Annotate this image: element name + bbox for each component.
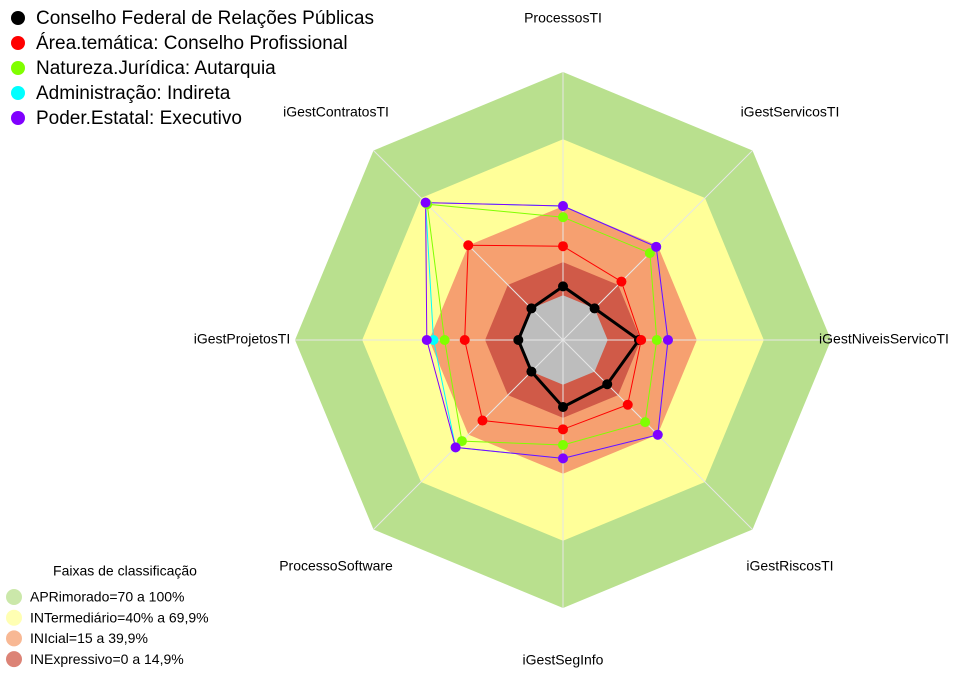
data-point [558, 402, 568, 412]
axis-label: ProcessosTI [524, 10, 602, 26]
band-legend-marker [6, 630, 22, 647]
data-point [589, 303, 600, 314]
band-legend-label: INExpressivo=0 a 14,9% [30, 651, 184, 667]
axis-label: iGestContratosTI [283, 104, 389, 120]
axis-label: ProcessoSoftware [279, 558, 393, 574]
data-point [616, 276, 627, 287]
data-point [450, 442, 461, 453]
band-legend-label: APRimorado=70 a 100% [30, 589, 185, 605]
data-point [651, 241, 662, 252]
data-point [463, 240, 474, 251]
legend-label: Poder.Estatal: Executivo [36, 108, 242, 129]
data-point [477, 415, 488, 426]
band-legend-label: INTermediário=40% a 69,9% [30, 609, 209, 625]
data-point [558, 201, 568, 211]
legend-marker [11, 111, 25, 125]
data-point [558, 281, 568, 292]
data-point [558, 424, 568, 435]
axis-label: iGestProjetosTI [194, 331, 290, 347]
data-point [420, 197, 431, 208]
axis-label: iGestRiscosTI [746, 558, 833, 574]
data-point [513, 335, 524, 345]
legend-marker [11, 86, 25, 100]
data-point [644, 248, 655, 259]
data-point [456, 436, 467, 447]
legend-marker [11, 61, 25, 75]
axis-label: iGestSegInfo [523, 652, 604, 668]
data-point [662, 335, 673, 345]
band-legend-marker [6, 609, 22, 626]
data-point [421, 335, 432, 345]
bands-legend-title: Faixas de classificação [53, 563, 197, 579]
data-point [651, 335, 662, 345]
data-point [558, 439, 568, 450]
data-point [652, 429, 663, 440]
axis-label: iGestServicosTI [741, 104, 840, 120]
data-point [558, 241, 568, 252]
data-point [640, 417, 651, 428]
legend-label: Área.temática: Conselho Profissional [36, 33, 348, 54]
data-point [459, 335, 470, 345]
data-point [602, 379, 613, 390]
data-point [558, 212, 568, 223]
legend-label: Conselho Federal de Relações Públicas [36, 8, 374, 29]
legend-label: Administração: Indireta [36, 83, 231, 104]
band-legend-marker [6, 589, 22, 605]
legend-marker [11, 36, 25, 50]
band-legend-label: INIcial=15 a 39,9% [30, 630, 148, 646]
axis-label: iGestNiveisServicoTI [819, 331, 949, 347]
data-point [439, 335, 450, 345]
data-point [526, 366, 537, 377]
band-legend-marker [6, 651, 22, 668]
legend-label: Natureza.Jurídica: Autarquia [36, 58, 276, 79]
data-point [636, 335, 647, 345]
legend-marker [11, 11, 25, 25]
data-point [558, 453, 568, 464]
data-point [622, 399, 633, 410]
data-point [526, 303, 537, 314]
